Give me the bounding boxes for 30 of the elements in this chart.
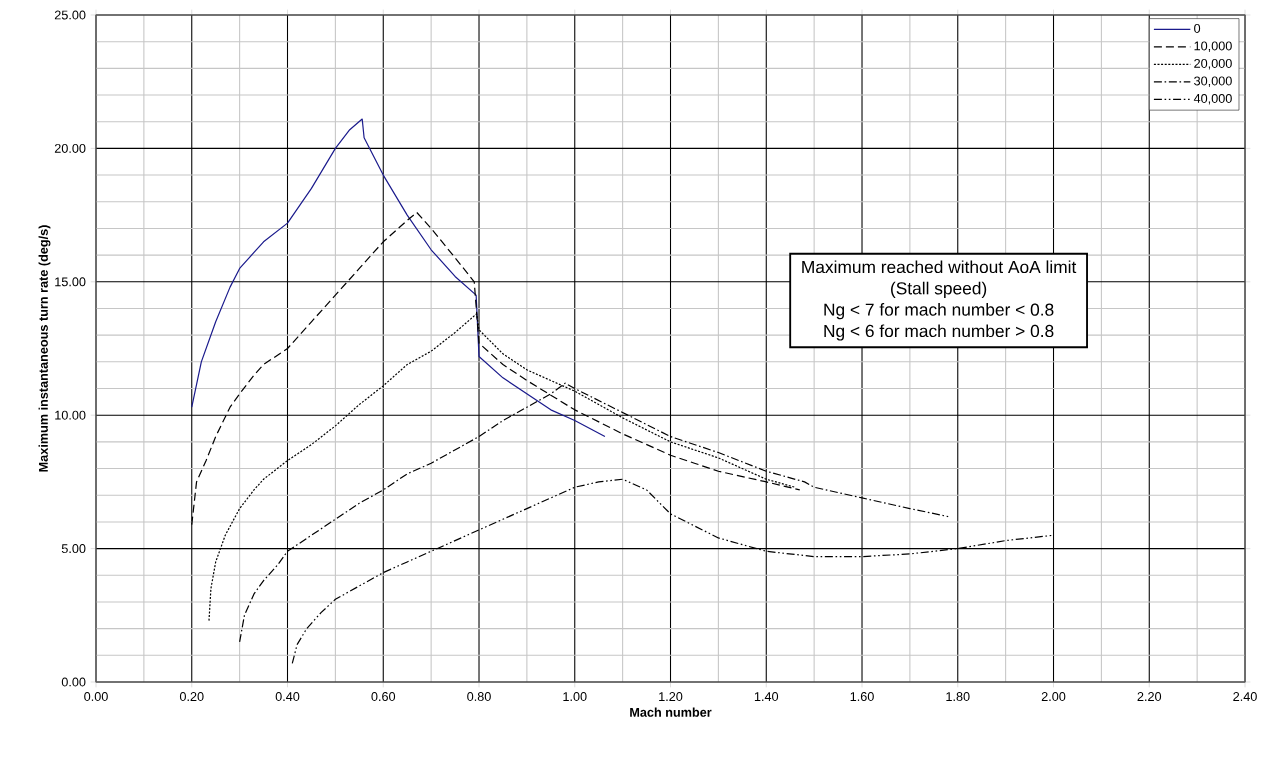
- annotation: Ng < 7 for mach number < 0.8: [824, 303, 1054, 320]
- x-tick-label: 1.60: [850, 692, 874, 702]
- annotation: Maximum reached without AoA limit: [802, 260, 1077, 274]
- x-axis-title: Mach number: [630, 707, 712, 717]
- legend-label: 30,000: [1194, 76, 1232, 87]
- x-tick-label: 1.80: [946, 692, 970, 702]
- x-tick-label: 1.00: [563, 692, 587, 702]
- x-tick-label: 0.20: [179, 692, 204, 702]
- y-axis-title: Maximum instantaneous turn rate (deg/s): [38, 225, 51, 472]
- x-tick-label: 0.60: [371, 692, 396, 702]
- legend-label: 0: [1194, 23, 1201, 33]
- x-tick-label: 2.40: [1233, 692, 1257, 702]
- y-tick-label: 15.00: [55, 277, 86, 287]
- x-tick-label: 2.20: [1137, 692, 1162, 702]
- x-tick-label: 2.00: [1041, 692, 1066, 702]
- y-tick-label: 20.00: [54, 143, 86, 153]
- annotation: (Stall speed): [891, 281, 987, 298]
- x-tick-label: 0.80: [467, 692, 491, 702]
- y-tick-label: 0.00: [61, 677, 86, 687]
- legend-label: 10,000: [1194, 41, 1232, 52]
- x-tick-label: 1.40: [754, 692, 779, 702]
- x-tick-label: 0.40: [275, 692, 300, 702]
- legend-label: 40,000: [1193, 93, 1232, 105]
- y-tick-label: 5.00: [61, 544, 86, 554]
- x-tick-label: 1.20: [659, 692, 683, 702]
- y-tick-label: 25.00: [54, 10, 86, 20]
- x-tick-label: 0.00: [84, 692, 108, 702]
- y-tick-label: 10.00: [55, 410, 86, 420]
- legend-label: 20,000: [1194, 58, 1232, 70]
- annotation: Ng < 6 for mach number > 0.8: [824, 324, 1054, 341]
